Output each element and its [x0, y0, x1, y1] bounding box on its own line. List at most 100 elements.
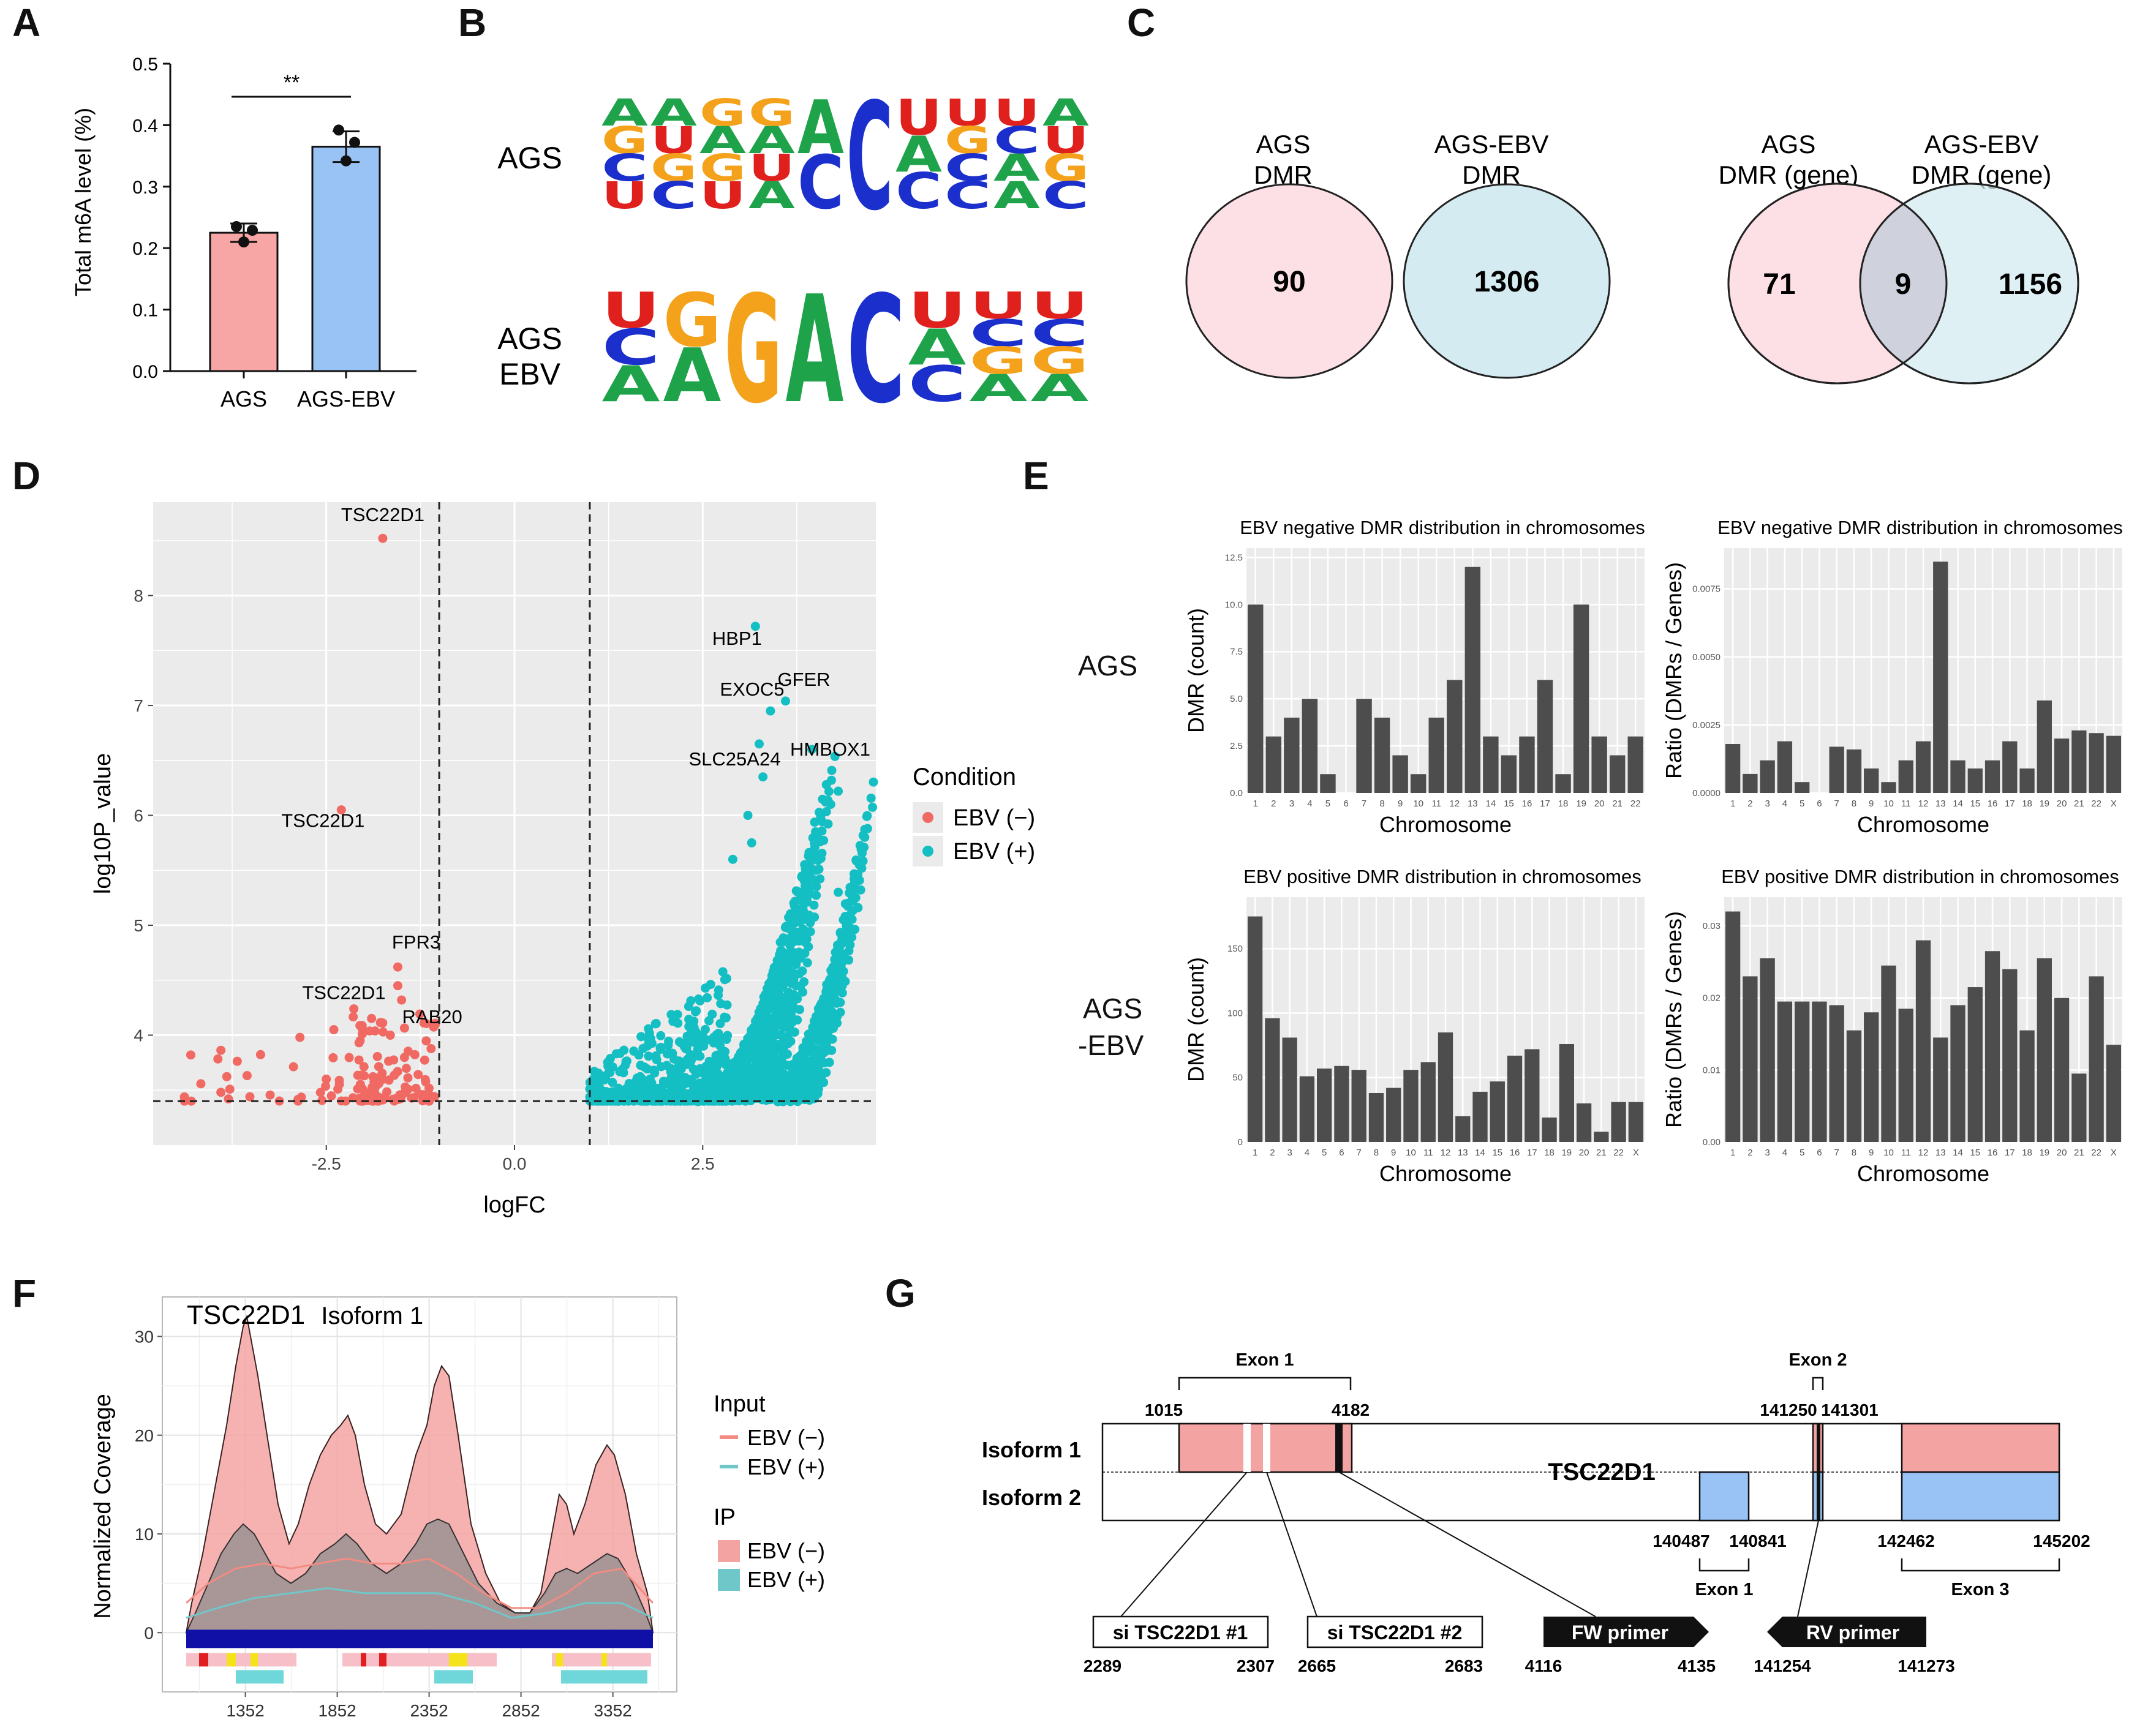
- d-point-neg: [288, 1062, 298, 1072]
- e-bar: [1555, 774, 1571, 793]
- d-legend-title: Condition: [913, 764, 1016, 791]
- f-title-rest: Isoform 1: [321, 1302, 423, 1329]
- e-xtick-label: 18: [2022, 798, 2032, 809]
- d-point-pos: [823, 819, 833, 829]
- g-coord-141250: 141250: [1760, 1400, 1817, 1419]
- d-labeled-point: [754, 739, 764, 749]
- e-ytick-label: 0.0: [1230, 788, 1243, 798]
- c-v1-left-circle: [1185, 183, 1393, 379]
- d-point-pos: [857, 863, 867, 873]
- d-point-pos: [786, 1037, 796, 1046]
- e-xtick-label: 21: [1612, 798, 1623, 809]
- d-point-pos: [690, 1083, 700, 1093]
- d-point-pos: [589, 1074, 598, 1084]
- d-point-pos: [691, 1027, 701, 1037]
- d-point-neg: [349, 1012, 358, 1022]
- e-bar: [1265, 736, 1282, 793]
- d-point-pos: [802, 934, 812, 944]
- d-point-pos: [701, 983, 710, 993]
- b-logo-letter: U: [970, 285, 1028, 328]
- d-point-neg: [216, 1088, 226, 1097]
- e-bar: [1760, 760, 1775, 793]
- a-point: [333, 124, 344, 136]
- d-point-pos: [858, 856, 868, 866]
- d-point-pos: [638, 1043, 648, 1053]
- b-logo-letter: U: [1031, 285, 1089, 328]
- d-point-pos: [802, 958, 812, 968]
- d-point-pos: [628, 1091, 638, 1101]
- e-xtick-label: 2: [1747, 1148, 1752, 1158]
- d-point-neg: [368, 1086, 378, 1096]
- e-bar: [1967, 987, 1983, 1142]
- d-point-neg: [378, 1027, 388, 1037]
- f-xtick-label: 1852: [318, 1701, 356, 1720]
- a-point: [238, 236, 249, 248]
- e-xlabel: Chromosome: [1857, 812, 1989, 837]
- e-bar: [1464, 566, 1481, 793]
- d-point-neg: [399, 1053, 409, 1062]
- d-point-pos: [699, 1041, 709, 1051]
- c-v1-right-circle: [1403, 183, 1611, 379]
- a-point: [341, 155, 352, 167]
- b-logo-letter: G: [944, 119, 991, 162]
- d-point-pos: [782, 1050, 792, 1059]
- e-ylabel: DMR (count): [1183, 608, 1208, 733]
- e-bar: [1501, 755, 1517, 793]
- f-legend-ip-neg-swatch: [718, 1540, 740, 1562]
- a-bar: [311, 146, 381, 372]
- d-point-pos: [662, 1049, 672, 1059]
- f-region-mark: [227, 1653, 236, 1667]
- b-logo-letter: C: [847, 264, 905, 416]
- b-logo-letter: C: [1031, 312, 1089, 355]
- g-fw-label: FW primer: [1572, 1621, 1668, 1644]
- f-region-cyan: [434, 1670, 473, 1684]
- e-xtick-label: 16: [1988, 798, 1998, 809]
- d-point-neg: [385, 1031, 395, 1040]
- b-logo-letter: G: [748, 92, 795, 135]
- e-bar: [2037, 958, 2052, 1142]
- e-xtick-label: 2: [1270, 1148, 1275, 1158]
- e-bar: [1573, 604, 1589, 793]
- e-bar: [1265, 1018, 1280, 1142]
- d-point-pos: [603, 1095, 613, 1105]
- d-point-pos: [650, 1019, 660, 1029]
- b-logo-letter: A: [601, 92, 649, 135]
- f-region-pink: [342, 1653, 449, 1667]
- c-v2-left-title-1: AGS: [1762, 130, 1816, 159]
- c-v1-left-count: 90: [1273, 266, 1305, 298]
- e-bar: [1410, 774, 1427, 793]
- e-ylabel: DMR (count): [1183, 957, 1208, 1082]
- e-xtick-label: 7: [1357, 1148, 1362, 1158]
- e-bar: [1915, 741, 1931, 793]
- d-point-pos: [644, 1051, 654, 1061]
- e-xtick-label: 7: [1834, 798, 1839, 809]
- d-point-pos: [824, 787, 834, 797]
- e-bar: [1594, 1132, 1609, 1142]
- e-bar: [1628, 1102, 1644, 1142]
- d-point-pos: [862, 824, 872, 833]
- f-legend-ip-title: IP: [714, 1505, 736, 1530]
- e-bar: [1302, 699, 1318, 793]
- e-xtick-label: 18: [2022, 1148, 2032, 1158]
- e-xtick-label: 4: [1305, 1148, 1310, 1158]
- e-bar: [1725, 911, 1741, 1142]
- d-point-pos: [605, 1054, 615, 1064]
- e-ytick-label: 2.5: [1230, 741, 1243, 751]
- d-point-neg: [372, 1051, 382, 1061]
- d-labeled-point: [766, 706, 775, 716]
- e-xtick-label: 3: [1287, 1148, 1292, 1158]
- d-xtick-label: 0.0: [503, 1154, 527, 1173]
- d-point-pos: [655, 1045, 665, 1054]
- d-point-pos: [706, 1070, 715, 1080]
- g-exon1-top: Exon 1: [1235, 1350, 1294, 1370]
- e-bar: [1609, 755, 1626, 793]
- b-logo-letter: U: [908, 282, 967, 339]
- d-point-pos: [700, 1024, 710, 1034]
- d-point-pos: [694, 994, 704, 1004]
- f-legend-ip-pos-swatch: [718, 1569, 740, 1591]
- b-logo-letter: G: [699, 92, 746, 135]
- g-exon3-iso1: [1901, 1422, 2060, 1473]
- g-exon1-bracket: [1178, 1377, 1352, 1390]
- g-fw-primer: [1543, 1617, 1709, 1647]
- f-legend-ip-neg: EBV (−): [747, 1538, 825, 1563]
